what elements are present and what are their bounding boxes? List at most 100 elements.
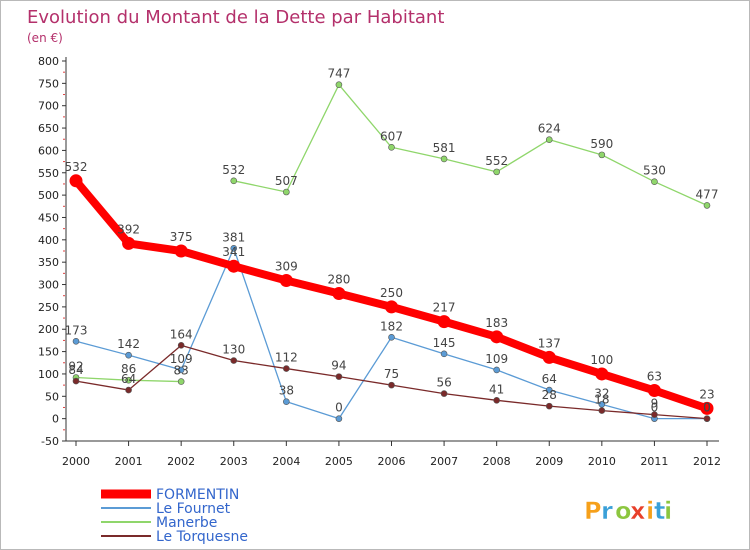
data-point xyxy=(542,350,556,364)
data-label: 183 xyxy=(485,316,508,330)
data-label: 532 xyxy=(65,160,88,174)
y-tick-label: 400 xyxy=(38,234,59,247)
data-point xyxy=(651,411,658,418)
data-label: 84 xyxy=(68,363,83,377)
data-label: 83 xyxy=(174,364,189,378)
legend-label: FORMENTIN xyxy=(156,487,239,503)
data-label: 507 xyxy=(275,174,298,188)
data-point xyxy=(335,81,343,88)
data-label: 112 xyxy=(275,351,298,365)
data-point xyxy=(388,333,395,341)
data-label: 477 xyxy=(696,187,719,201)
data-point xyxy=(230,357,238,364)
data-label: 0 xyxy=(703,401,711,415)
y-tick-label: 150 xyxy=(38,346,59,359)
data-label: 381 xyxy=(222,230,245,244)
data-point xyxy=(72,377,80,385)
data-label: 130 xyxy=(222,343,245,357)
data-label: 32 xyxy=(594,386,609,400)
data-point xyxy=(700,401,714,415)
x-tick-label: 2012 xyxy=(693,455,721,468)
series-formentin xyxy=(69,174,714,415)
data-point xyxy=(332,286,346,300)
data-point xyxy=(279,274,293,288)
x-tick-label: 2002 xyxy=(167,455,195,468)
data-point xyxy=(493,366,500,374)
x-tick-label: 2008 xyxy=(483,455,511,468)
data-label: 9 xyxy=(651,397,659,411)
x-tick-label: 2003 xyxy=(220,455,248,468)
data-label: 624 xyxy=(538,122,561,136)
data-label: 392 xyxy=(117,222,140,236)
series-le-fournet xyxy=(72,245,711,422)
data-label: 590 xyxy=(590,137,613,151)
data-label: 607 xyxy=(380,129,403,143)
data-labels: 92 86 83 532 507 747 607 581 552 624 590 530 477 173 1… xyxy=(65,67,719,415)
chart-subtitle: (en €) xyxy=(27,31,63,45)
data-point xyxy=(177,342,185,349)
logo-letter: i xyxy=(664,497,672,525)
data-point xyxy=(283,188,290,196)
data-point xyxy=(177,378,185,385)
data-label: 41 xyxy=(489,382,504,396)
data-label: 182 xyxy=(380,319,403,333)
data-point xyxy=(125,376,132,384)
data-point xyxy=(122,236,136,250)
data-label: 23 xyxy=(699,387,714,401)
data-label: 552 xyxy=(485,154,508,168)
x-tick-label: 2007 xyxy=(430,455,458,468)
data-point xyxy=(545,136,553,143)
data-point xyxy=(69,174,83,188)
x-tick-label: 2000 xyxy=(62,455,90,468)
data-label: 38 xyxy=(279,384,294,398)
logo-letter: r xyxy=(601,497,613,525)
y-tick-label: 600 xyxy=(38,144,59,157)
y-tick-label: 800 xyxy=(38,55,59,68)
data-label: 250 xyxy=(380,286,403,300)
data-point xyxy=(595,367,609,381)
data-point xyxy=(440,390,448,397)
legend-label: Le Fournet xyxy=(156,501,231,517)
series-le-torquesne xyxy=(72,342,711,422)
y-tick-label: 50 xyxy=(45,390,59,403)
data-point xyxy=(545,402,553,410)
logo-letter: o xyxy=(615,497,632,525)
data-label: 86 xyxy=(121,362,136,376)
data-point xyxy=(388,381,395,389)
data-point xyxy=(598,151,606,159)
data-point xyxy=(177,366,185,374)
data-label: 63 xyxy=(647,369,662,383)
data-label: 173 xyxy=(65,323,88,337)
data-label: 164 xyxy=(170,327,193,341)
data-point xyxy=(385,300,398,314)
x-tick-label: 2009 xyxy=(535,455,563,468)
y-tick-label: 550 xyxy=(38,167,59,180)
data-point xyxy=(647,383,661,397)
data-point xyxy=(72,338,80,345)
data-label: 0 xyxy=(335,401,343,415)
data-label: 109 xyxy=(485,352,508,366)
y-tick-label: 500 xyxy=(38,189,59,202)
data-label: 280 xyxy=(327,272,350,286)
data-label: 75 xyxy=(384,367,399,381)
data-point xyxy=(174,244,188,258)
data-point xyxy=(125,386,132,394)
data-label: 64 xyxy=(121,372,136,386)
x-tick-label: 2001 xyxy=(115,455,143,468)
data-label: 530 xyxy=(643,164,666,178)
data-point xyxy=(230,245,238,252)
logo-letter: i xyxy=(646,497,654,525)
data-label: 309 xyxy=(275,260,298,274)
y-tick-label: 750 xyxy=(38,77,59,90)
data-label: 142 xyxy=(117,337,140,351)
x-tick-label: 2010 xyxy=(588,455,616,468)
logo-letter: x xyxy=(630,497,646,525)
data-point xyxy=(440,350,448,358)
data-label: 92 xyxy=(68,360,83,374)
data-point xyxy=(493,397,500,404)
logo-letter: P xyxy=(584,497,602,525)
series-line xyxy=(233,84,708,207)
